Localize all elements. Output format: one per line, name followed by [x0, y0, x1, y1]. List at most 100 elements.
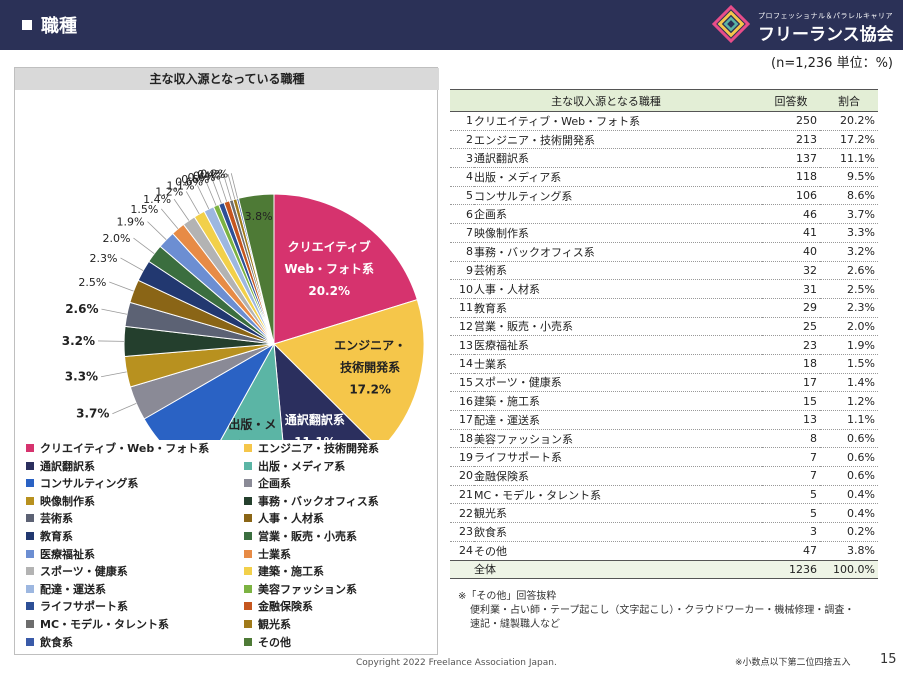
row-category: その他 [474, 541, 762, 561]
slice-label: 技術開発系 [340, 360, 400, 375]
header-bar: 職種 プロフェッショナル＆パラレルキャリア フリーランス協会 [0, 0, 903, 50]
legend-label: 飲食系 [40, 635, 73, 649]
data-table: 主な収入源となる職種 回答数 割合 1 クリエイティブ・Web・フォト系 250 20… [450, 89, 878, 580]
legend-label: 通訳翻訳系 [40, 459, 95, 473]
row-rank: 9 [450, 261, 474, 281]
logo-title: フリーランス協会 [758, 25, 894, 45]
table-row: 9 芸術系 32 2.6% [450, 261, 878, 281]
legend-item: 出版・メディア系 [244, 458, 345, 474]
table-row: 1 クリエイティブ・Web・フォト系 250 20.2% [450, 111, 878, 131]
logo-icon [712, 5, 750, 43]
row-count: 106 [762, 186, 820, 206]
leader-line [197, 185, 210, 210]
table-row: 12 営業・販売・小売系 25 2.0% [450, 317, 878, 337]
row-category: 企画系 [474, 204, 762, 225]
legend-swatch [26, 637, 34, 646]
row-rank: 23 [450, 522, 474, 542]
table-row: 21 MC・モデル・タレント系 5 0.4% [450, 485, 878, 505]
legend-swatch [26, 461, 34, 470]
table-row: 6 企画系 46 3.7% [450, 204, 878, 225]
table-row: 20 金融保険系 7 0.6% [450, 466, 878, 486]
legend-item: 飲食系 [26, 634, 73, 650]
table-row: 8 事務・バックオフィス系 40 3.2% [450, 242, 878, 262]
legend-label: 人事・人材系 [258, 512, 324, 526]
row-rank: 20 [450, 466, 474, 486]
row-rank [450, 559, 474, 580]
note-line: 速記・縫製職人など [470, 619, 560, 630]
legend-swatch [26, 549, 34, 558]
legend-label: クリエイティブ・Web・フォト系 [40, 442, 210, 455]
row-percent: 100.0% [820, 559, 878, 580]
row-category: 通訳翻訳系 [474, 148, 762, 169]
legend-swatch [244, 532, 252, 540]
row-percent: 1.1% [820, 410, 878, 430]
row-rank: 24 [450, 541, 474, 561]
table-row: 7 映像制作系 41 3.3% [450, 223, 878, 243]
row-category: ライフサポート系 [474, 447, 762, 468]
row-percent: 3.2% [820, 242, 878, 262]
legend-item: 通訳翻訳系 [26, 458, 95, 474]
legend-swatch [26, 496, 34, 505]
legend-item: 士業系 [244, 546, 291, 562]
row-percent: 2.6% [820, 261, 878, 281]
table-row: 10 人事・人材系 31 2.5% [450, 279, 878, 299]
slice-label: コンサルティング系 [98, 439, 205, 440]
row-rank: 15 [450, 373, 474, 393]
table-row: 5 コンサルティング系 106 8.6% [450, 186, 878, 206]
pie-slice [273, 342, 372, 440]
legend-label: スポーツ・健康系 [40, 565, 128, 579]
legend-item: エンジニア・技術開発系 [244, 440, 379, 456]
row-category: 映像制作系 [474, 223, 762, 243]
row-count: 118 [762, 167, 820, 187]
row-category: 教育系 [474, 298, 762, 318]
sample-unit-note: (n=1,236 単位：%) [771, 56, 893, 71]
row-category: 全体 [474, 559, 762, 580]
legend-label: 映像制作系 [40, 494, 95, 508]
legend-swatch [244, 461, 252, 470]
legend-swatch [26, 567, 34, 576]
legend-swatch [244, 479, 252, 488]
legend-label: 芸術系 [40, 512, 73, 526]
legend-item: クリエイティブ・Web・フォト系 [26, 440, 209, 456]
legend-label: 教育系 [40, 530, 73, 543]
row-percent: 2.0% [820, 317, 878, 337]
table-row: 19 ライフサポート系 7 0.6% [450, 447, 878, 468]
legend-label: 金融保険系 [258, 600, 313, 614]
copyright: Copyright 2022 Freelance Association Jap… [356, 658, 557, 668]
leader-line [218, 176, 228, 202]
row-category: 建築・施工系 [474, 391, 762, 411]
row-percent: 9.5% [820, 167, 878, 187]
slice-label: 3.8% [245, 210, 273, 223]
table-row: 17 配達・運送系 13 1.1% [450, 410, 878, 430]
legend-label: 観光系 [258, 618, 291, 631]
row-count: 15 [762, 391, 820, 411]
legend-swatch [26, 479, 34, 488]
leader-line [120, 257, 144, 271]
table-row: 18 美容ファッション系 8 0.6% [450, 429, 878, 449]
pie-slice [273, 193, 418, 345]
row-count: 29 [762, 298, 820, 318]
legend-item: スポーツ・健康系 [26, 563, 128, 579]
legend-item: 映像制作系 [26, 493, 95, 509]
legend-item: コンサルティング系 [26, 475, 138, 491]
leader-line [160, 208, 179, 230]
row-rank: 2 [450, 130, 474, 150]
legend-swatch [244, 496, 252, 505]
slice-label: 17.2% [349, 383, 391, 397]
slice-label: 0.4% [197, 168, 225, 181]
row-rank: 22 [450, 503, 474, 524]
row-percent: 3.8% [820, 541, 878, 561]
row-rank: 17 [450, 410, 474, 430]
page-title-text: 職種 [41, 16, 77, 37]
other-answers-note: ※「その他」回答抜粋 便利業・占い師・テープ起こし（文字起こし）・クラウドワーカ… [458, 590, 854, 632]
row-category: エンジニア・技術開発系 [474, 130, 762, 150]
slice-label: 2.5% [78, 276, 106, 289]
legend-label: その他 [258, 635, 291, 649]
row-category: 事務・バックオフィス系 [474, 242, 762, 262]
row-percent: 3.3% [820, 223, 878, 243]
legend-item: 営業・販売・小売系 [244, 528, 357, 544]
leader-line [211, 179, 222, 204]
row-percent: 8.6% [820, 186, 878, 206]
row-count: 5 [762, 485, 820, 505]
pie-slice [237, 193, 275, 345]
